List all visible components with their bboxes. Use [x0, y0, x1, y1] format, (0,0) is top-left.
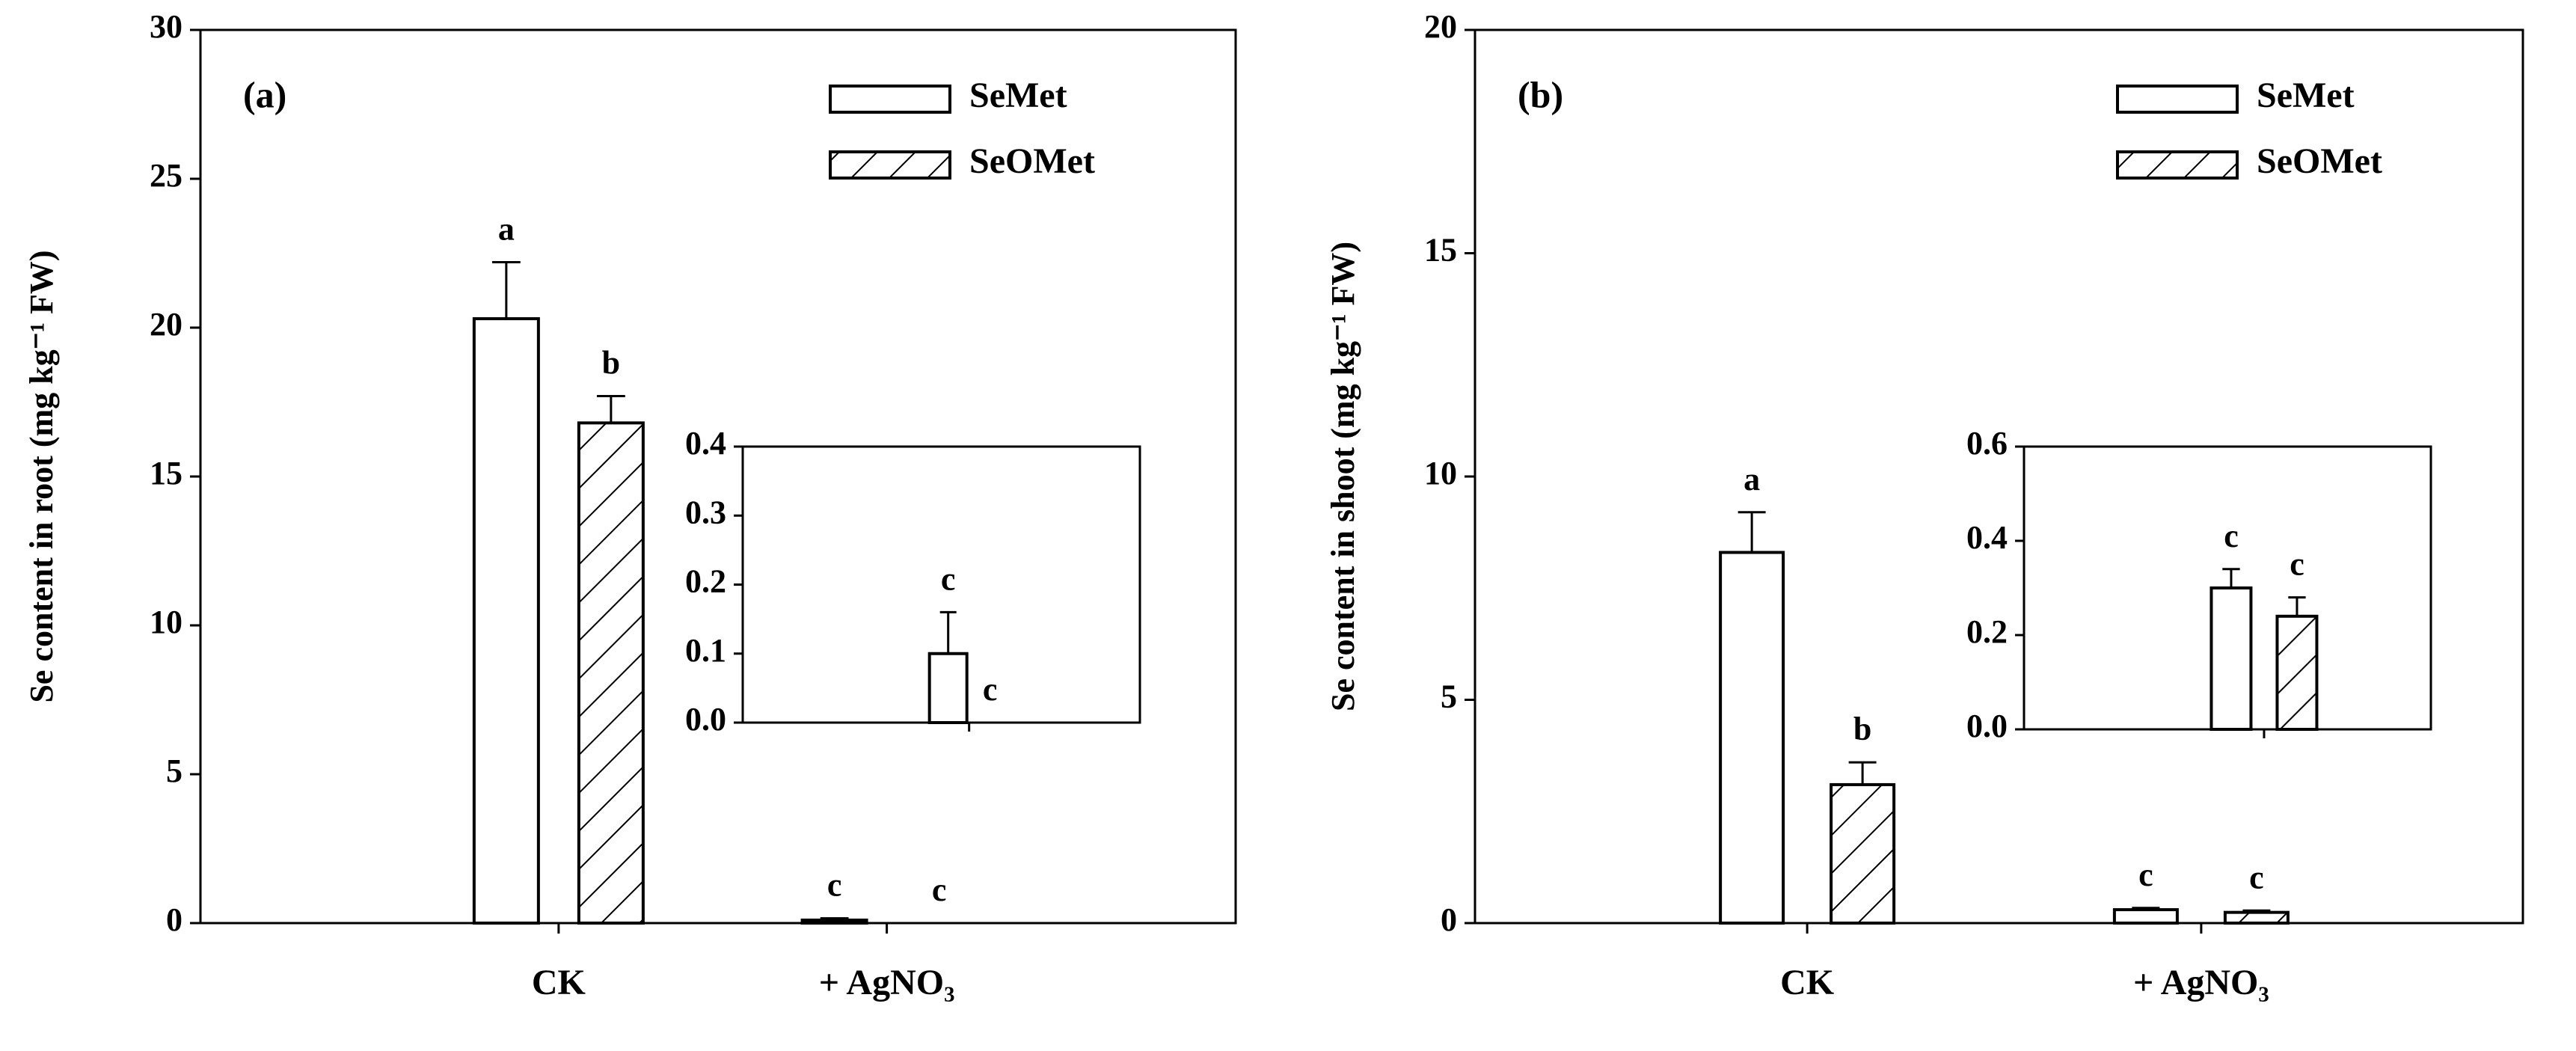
y-tick-label: 0 [1441, 901, 1457, 938]
bar [1719, 551, 1785, 925]
y-tick-label: 0.2 [1966, 613, 2008, 650]
legend-label: SeOMet [2257, 141, 2382, 181]
y-tick-label: 20 [1424, 8, 1457, 45]
y-tick-label: 0 [166, 901, 183, 938]
significance-letter: a [1744, 461, 1760, 497]
y-tick-label: 25 [150, 157, 183, 194]
bar [2275, 614, 2319, 731]
bar [1830, 782, 1896, 925]
y-tick-label: 0.4 [1966, 519, 2008, 556]
panel-label: (a) [243, 73, 286, 115]
legend-swatch [829, 85, 951, 114]
bar [2209, 586, 2253, 731]
bar [2223, 910, 2290, 925]
significance-letter: c [932, 871, 947, 908]
y-axis-label: Se content in root (mg kg⁻¹ FW) [23, 250, 60, 702]
bar [472, 317, 540, 925]
panel-label: (b) [1518, 73, 1563, 115]
bar [2112, 908, 2179, 925]
significance-letter: c [983, 671, 998, 708]
y-tick-label: 10 [1424, 455, 1457, 491]
legend-swatch [2116, 150, 2239, 180]
y-tick-label: 30 [150, 8, 183, 45]
legend-swatch [829, 150, 951, 180]
y-tick-label: 0.3 [685, 494, 726, 530]
x-tick-label: + AgNO₃ [2133, 963, 2269, 1002]
legend-label: SeOMet [969, 141, 1095, 181]
y-tick-label: 10 [150, 604, 183, 640]
legend-swatch [2116, 85, 2239, 114]
bar [927, 652, 969, 724]
y-tick-label: 5 [1441, 678, 1457, 715]
bar [577, 421, 645, 925]
significance-letter: c [2224, 518, 2239, 554]
significance-letter: b [602, 345, 620, 382]
significance-letter: b [1853, 711, 1871, 747]
y-tick-label: 0.0 [1966, 708, 2008, 744]
y-tick-label: 0.1 [685, 632, 726, 669]
y-tick-label: 0.4 [685, 425, 726, 462]
significance-letter: c [2249, 859, 2264, 895]
significance-letter: c [827, 867, 842, 904]
significance-letter: c [2290, 546, 2304, 583]
y-tick-label: 0.2 [685, 563, 726, 600]
x-tick-label: CK [532, 963, 586, 1002]
significance-letter: c [941, 560, 956, 597]
bar [800, 919, 868, 925]
significance-letter: a [498, 211, 515, 248]
legend-label: SeMet [2257, 76, 2355, 115]
y-axis-label: Se content in shoot (mg kg⁻¹ FW) [1325, 242, 1361, 711]
y-tick-label: 5 [166, 753, 183, 789]
x-tick-label: + AgNO₃ [819, 963, 955, 1002]
x-tick-label: CK [1780, 963, 1834, 1002]
legend-label: SeMet [969, 76, 1067, 115]
y-tick-label: 0.6 [1966, 425, 2008, 462]
y-tick-label: 15 [150, 455, 183, 491]
significance-letter: c [2138, 857, 2153, 893]
y-tick-label: 15 [1424, 232, 1457, 269]
y-tick-label: 0.0 [685, 701, 726, 738]
y-tick-label: 20 [150, 306, 183, 343]
